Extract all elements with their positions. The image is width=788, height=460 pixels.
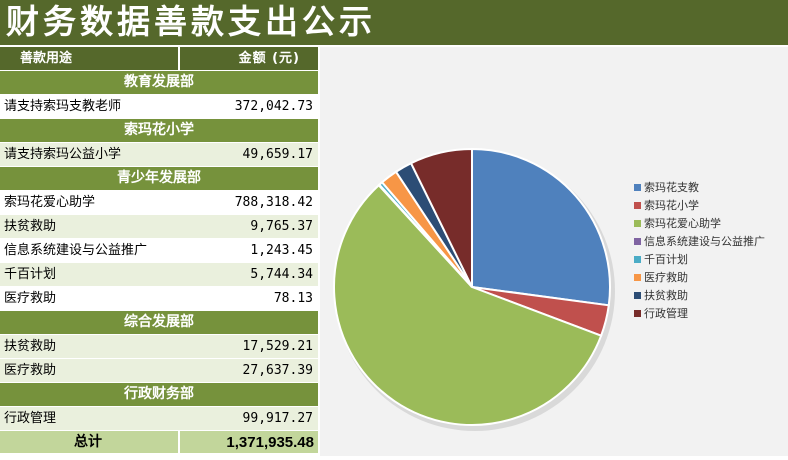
row-amount: 1,243.45 <box>250 243 313 258</box>
section-title: 教育发展部 <box>124 74 194 90</box>
table-row: 行政管理 99,917.27 <box>0 407 318 431</box>
row-label: 扶贫救助 <box>4 219 57 234</box>
expense-table: 善款用途 金额 (元) 教育发展部 请支持索玛支教老师 372,042.73 索玛… <box>0 47 318 454</box>
pie-slice <box>333 183 603 426</box>
chart-area: 索玛花支教索玛花小学索玛花爱心助学信息系统建设与公益推广 千百计划医疗救助扶贫救助… <box>320 47 788 456</box>
row-label: 医疗救助 <box>4 291 57 306</box>
legend-label: 行政管理 <box>644 307 688 320</box>
row-amount: 99,917.27 <box>242 411 313 426</box>
table-row: 索玛花爱心助学 788,318.42 <box>0 191 318 215</box>
section-header: 综合发展部 <box>0 311 318 335</box>
row-label: 扶贫救助 <box>4 339 57 354</box>
table-row: 千百计划 5,744.34 <box>0 263 318 287</box>
total-amount: 1,371,935.48 <box>226 434 314 451</box>
legend-swatch <box>634 220 641 227</box>
table-header: 善款用途 金额 (元) <box>0 47 318 71</box>
header-label: 善款用途 <box>20 51 73 66</box>
legend-label: 索玛花爱心助学 <box>644 217 721 230</box>
pie-chart <box>333 147 615 431</box>
row-amount: 9,765.37 <box>250 219 313 234</box>
header-amount: 金额 (元) <box>238 51 300 66</box>
section-title: 青少年发展部 <box>117 170 201 186</box>
legend-label: 千百计划 <box>644 253 688 266</box>
legend-label: 医疗救助 <box>644 271 688 284</box>
legend-label: 索玛花小学 <box>644 199 699 212</box>
row-amount: 49,659.17 <box>242 147 313 162</box>
row-label: 请支持索玛公益小学 <box>4 147 122 162</box>
section-title: 行政财务部 <box>124 386 194 402</box>
page-title: 财务数据善款支出公示 <box>6 2 376 41</box>
legend-label: 索玛花支教 <box>644 181 699 194</box>
legend-swatch <box>634 274 641 281</box>
row-amount: 17,529.21 <box>242 339 313 354</box>
row-amount: 78.13 <box>273 291 313 306</box>
table-row: 请支持索玛公益小学 49,659.17 <box>0 143 318 167</box>
table-row: 请支持索玛支教老师 372,042.73 <box>0 95 318 119</box>
legend-swatch <box>634 292 641 299</box>
table-row: 扶贫救助 17,529.21 <box>0 335 318 359</box>
total-row: 总计 1,371,935.48 <box>0 431 318 454</box>
section-header: 青少年发展部 <box>0 167 318 191</box>
section-header: 教育发展部 <box>0 71 318 95</box>
table-row: 扶贫救助 9,765.37 <box>0 215 318 239</box>
legend-swatch <box>634 310 641 317</box>
total-label: 总计 <box>74 434 102 450</box>
row-amount: 5,744.34 <box>250 267 313 282</box>
legend-swatch <box>634 238 641 245</box>
legend-label: 扶贫救助 <box>644 289 688 302</box>
title-bar: 财务数据善款支出公示 <box>0 0 788 45</box>
row-label: 信息系统建设与公益推广 <box>4 243 148 258</box>
pie-slice <box>409 147 473 288</box>
row-amount: 27,637.39 <box>242 363 313 378</box>
total-separator <box>178 431 180 454</box>
legend-swatch <box>634 256 641 263</box>
legend-label: 信息系统建设与公益推广 <box>644 235 765 248</box>
table-row: 医疗救助 27,637.39 <box>0 359 318 383</box>
row-label: 行政管理 <box>4 411 57 426</box>
section-header: 索玛花小学 <box>0 119 318 143</box>
legend-swatch <box>634 184 641 191</box>
pie-slice <box>471 147 611 307</box>
row-label: 医疗救助 <box>4 363 57 378</box>
row-label: 请支持索玛支教老师 <box>4 99 122 114</box>
row-amount: 788,318.42 <box>234 195 313 210</box>
row-label: 索玛花爱心助学 <box>4 195 96 210</box>
legend-swatch <box>634 202 641 209</box>
table-row: 信息系统建设与公益推广 1,243.45 <box>0 239 318 263</box>
table-row: 医疗救助 78.13 <box>0 287 318 311</box>
section-header: 行政财务部 <box>0 383 318 407</box>
row-amount: 372,042.73 <box>234 99 313 114</box>
row-label: 千百计划 <box>4 267 57 282</box>
header-separator <box>178 47 180 71</box>
section-title: 综合发展部 <box>124 314 194 330</box>
section-title: 索玛花小学 <box>124 122 194 138</box>
